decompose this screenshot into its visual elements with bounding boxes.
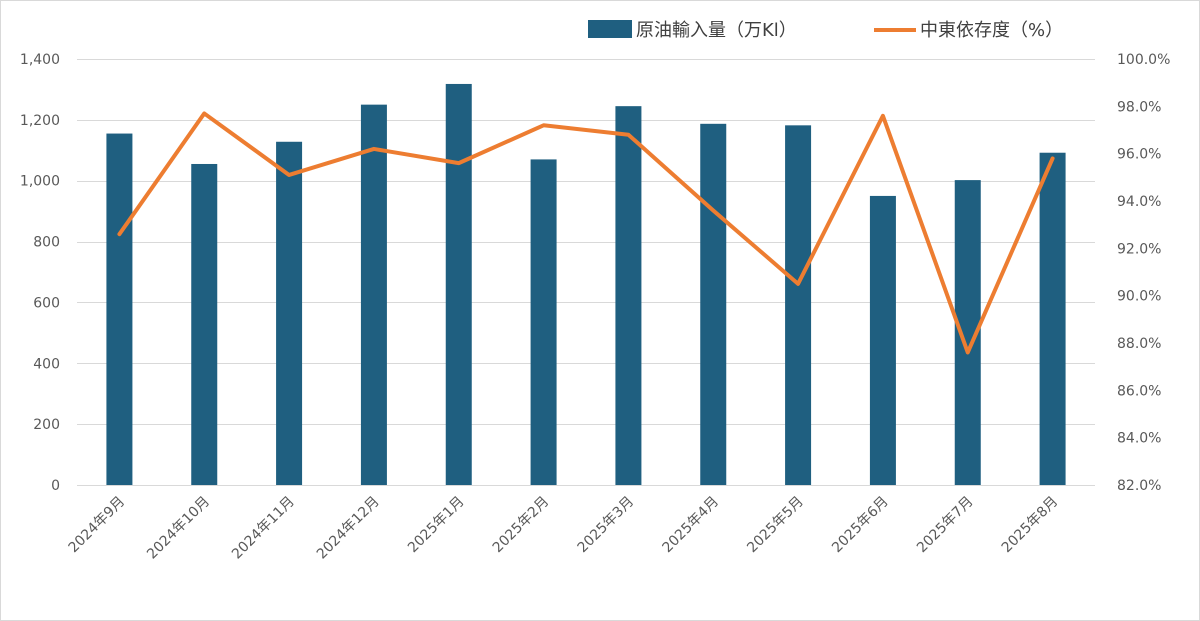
y-left-tick-label: 400 <box>33 356 60 372</box>
bar <box>191 163 218 485</box>
bar <box>1039 152 1066 485</box>
bar <box>106 133 133 486</box>
bar <box>445 83 472 486</box>
y-axis-right: 82.0% 84.0% 86.0% 88.0% 90.0% 92.0% 94.0% 96.0%… <box>1117 52 1170 494</box>
y-left-tick-label: 0 <box>51 478 60 494</box>
legend: 原油輸入量（万Kl） 中東依存度（%） <box>588 20 1063 41</box>
bar <box>276 141 303 485</box>
y-left-tick-label: 1,400 <box>20 52 60 68</box>
y-right-tick-label: 100.0% <box>1117 52 1170 68</box>
y-right-tick-label: 90.0% <box>1117 289 1161 305</box>
y-left-tick-label: 600 <box>33 295 60 311</box>
y-right-tick-label: 92.0% <box>1117 241 1161 257</box>
y-axis-left: 0 200 400 600 800 1,000 1,200 1,400 <box>20 52 60 494</box>
bar-series <box>106 83 1066 486</box>
y-left-tick-label: 800 <box>33 235 60 251</box>
y-right-tick-label: 98.0% <box>1117 99 1161 115</box>
bar <box>530 159 557 485</box>
bar <box>360 104 387 486</box>
series-line <box>117 111 1055 355</box>
line-series <box>117 111 1055 355</box>
y-right-tick-label: 84.0% <box>1117 431 1161 447</box>
legend-bar-label: 原油輸入量（万Kl） <box>636 20 797 41</box>
y-left-tick-label: 200 <box>33 417 60 433</box>
y-left-tick-label: 1,200 <box>20 113 60 129</box>
bar <box>700 123 727 485</box>
y-right-tick-label: 86.0% <box>1117 383 1161 399</box>
legend-bar-swatch <box>588 20 632 38</box>
bar <box>869 195 896 485</box>
y-left-tick-label: 1,000 <box>20 174 60 190</box>
y-right-tick-label: 96.0% <box>1117 147 1161 163</box>
gridlines <box>77 59 1095 486</box>
bar <box>785 125 812 485</box>
bar <box>615 106 642 486</box>
y-right-tick-label: 94.0% <box>1117 194 1161 210</box>
y-right-tick-label: 82.0% <box>1117 478 1161 494</box>
y-right-tick-label: 88.0% <box>1117 336 1161 352</box>
legend-line-label: 中東依存度（%） <box>920 20 1063 41</box>
